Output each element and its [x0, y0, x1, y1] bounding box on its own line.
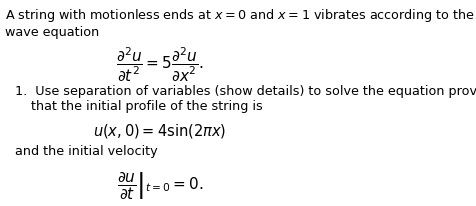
Text: A string with motionless ends at $x = 0$ and $x = 1$ vibrates according to the
w: A string with motionless ends at $x = 0$…	[5, 7, 475, 39]
Text: $\left.\dfrac{\partial u}{\partial t}\right|_{t=0} = 0.$: $\left.\dfrac{\partial u}{\partial t}\ri…	[117, 169, 203, 200]
Text: 1.  Use separation of variables (show details) to solve the equation provided
  : 1. Use separation of variables (show det…	[15, 84, 476, 112]
Text: and the initial velocity: and the initial velocity	[15, 144, 158, 157]
Text: $\dfrac{\partial^2 u}{\partial t^2} = 5\dfrac{\partial^2 u}{\partial x^2}.$: $\dfrac{\partial^2 u}{\partial t^2} = 5\…	[116, 46, 204, 84]
Text: $u(x,0) = 4\sin(2\pi x)$: $u(x,0) = 4\sin(2\pi x)$	[93, 121, 227, 139]
